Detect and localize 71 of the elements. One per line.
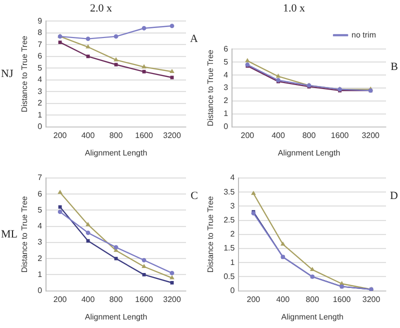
x-axis-title: Alignment Length [278,148,340,158]
y-tick-label: 3.5 [224,187,236,196]
y-tick-label: 6 [38,189,43,198]
y-tick-label: 7 [38,40,43,49]
y-tick-label: 2.5 [224,216,236,225]
y-tick-label: 1 [38,270,43,279]
x-tick-label: 400 [81,130,96,140]
y-tick-label: 6 [38,52,43,61]
x-tick-label: 800 [306,294,320,304]
y-tick-label: 4 [38,75,43,84]
y-axis-title: Distance to True Tree [206,49,216,126]
y-axis-title: Distance to True Tree [20,196,30,273]
legend-label: no trim [352,30,376,40]
x-tick-label: 800 [302,130,316,140]
y-tick-label: 1 [224,109,229,118]
y-tick-label: 2 [224,96,229,106]
x-tick-label: 800 [109,130,124,140]
y-tick-label: 2 [230,230,236,239]
x-tick-label: 3200 [362,294,381,304]
y-tick-label: 0 [38,122,43,132]
text: B [390,61,398,74]
x-tick-label: 200 [246,294,261,304]
x-axis-title: Alignment Length [281,312,344,322]
text: ML [1,228,18,240]
y-tick-label: 0.5 [224,272,236,281]
y-tick-label: 8 [38,28,43,38]
y-tick-label: 9 [38,16,43,26]
y-axis-title: Distance to True Tree [206,196,216,273]
y-tick-label: 3 [38,238,43,247]
y-tick-label: 3 [38,86,43,96]
y-tick-label: 1.5 [224,244,236,253]
y-tick-label: 0 [224,122,229,132]
x-tick-label: 200 [240,130,255,140]
y-axis-title: Distance to True Tree [20,35,30,112]
text: NJ [1,68,14,80]
y-tick-label: 2 [38,254,43,263]
x-tick-label: 400 [81,294,96,304]
y-tick-label: 0 [38,286,43,296]
x-tick-label: 400 [272,130,286,140]
x-tick-label: 200 [53,130,68,140]
x-tick-label: 1600 [135,130,154,140]
x-axis-title: Alignment Length [84,312,148,322]
y-tick-label: 0 [230,286,236,296]
y-tick-label: 5 [38,63,43,72]
text: D [390,190,398,202]
x-tick-label: 1600 [332,294,352,304]
y-tick-label: 4 [38,222,43,231]
x-tick-label: 800 [109,294,124,304]
y-tick-label: 3 [230,201,236,210]
chart-title: 1.0 x [283,2,306,14]
x-tick-label: 400 [276,294,290,304]
x-axis-title: Alignment Length [84,148,148,158]
chart-title: 2.0 x [90,2,112,14]
text: C [190,190,198,202]
x-tick-label: 200 [53,294,68,304]
y-tick-label: 4 [224,70,229,80]
y-tick-label: 3 [224,83,229,92]
y-tick-label: 1 [38,110,43,120]
y-tick-label: 6 [224,44,229,54]
y-tick-label: 4 [230,173,236,182]
x-tick-label: 3200 [362,130,380,140]
y-tick-label: 5 [224,57,229,66]
x-tick-label: 1600 [330,130,350,140]
y-tick-label: 1 [230,258,236,267]
text: A [190,33,198,46]
x-tick-label: 3200 [163,130,182,140]
y-tick-label: 7 [38,173,43,182]
x-tick-label: 1600 [135,294,154,304]
x-tick-label: 3200 [163,294,182,304]
y-tick-label: 2 [38,98,43,108]
y-tick-label: 5 [38,205,43,214]
